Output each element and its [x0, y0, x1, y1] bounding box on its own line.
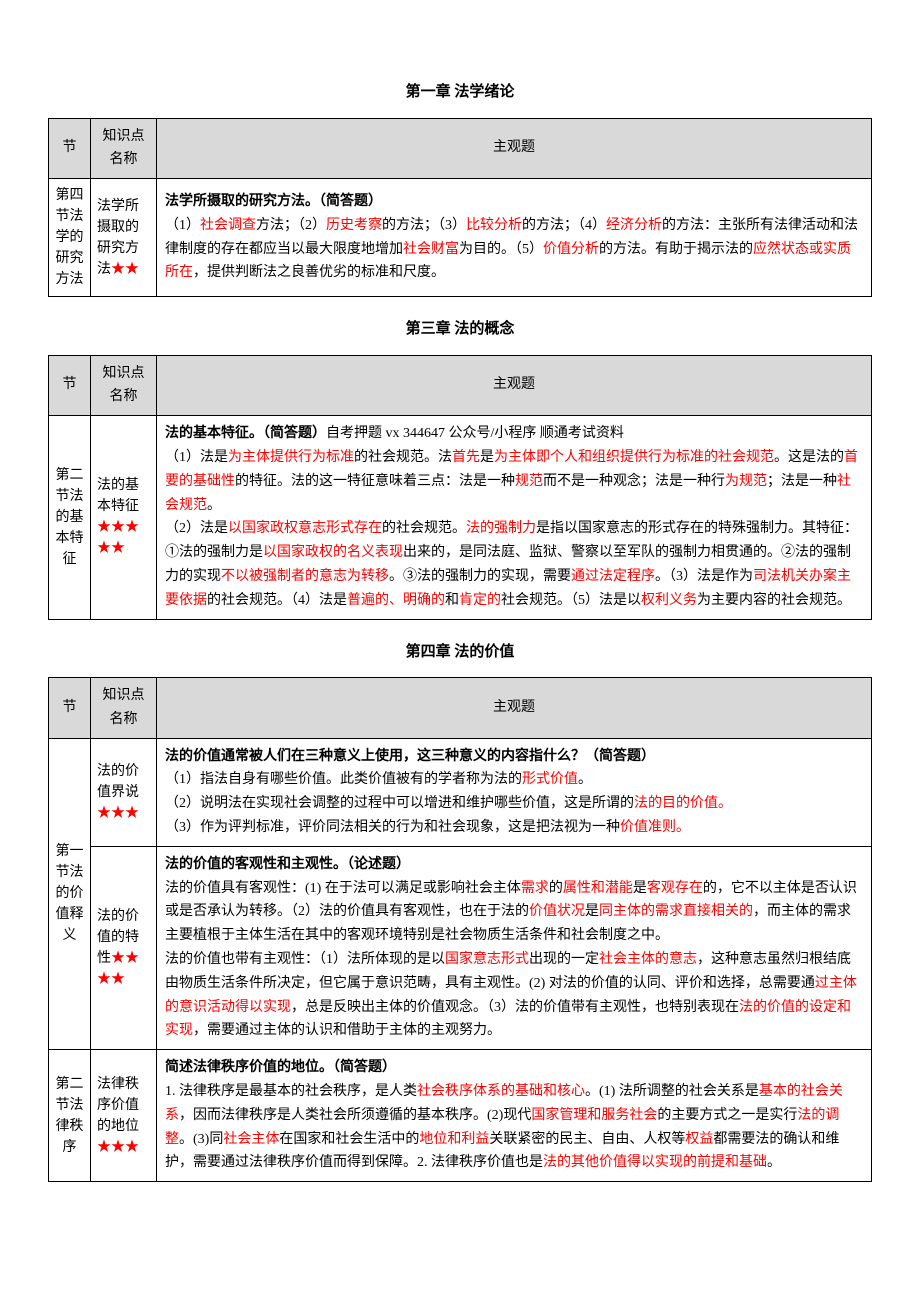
content-cell: 法的基本特征。（简答题）自考押题 vx 344647 公众号/小程序 顺通考试资…	[157, 416, 872, 619]
col-header-point: 知识点名称	[91, 678, 157, 739]
table-row: 第二节法的基本特征法的基本特征★★★★★法的基本特征。（简答题）自考押题 vx …	[49, 416, 872, 619]
content-table: 节知识点名称主观题第一节法的价值释义法的价值界说★★★法的价值通常被人们在三种意…	[48, 677, 872, 1182]
document-root: 第一章 法学绪论节知识点名称主观题第四节法学的研究方法法学所摄取的研究方法★★法…	[48, 80, 872, 1182]
content-table: 节知识点名称主观题第二节法的基本特征法的基本特征★★★★★法的基本特征。（简答题…	[48, 355, 872, 620]
col-header-content: 主观题	[157, 355, 872, 416]
col-header-section: 节	[49, 118, 91, 179]
section-cell: 第四节法学的研究方法	[49, 179, 91, 297]
knowledge-point-cell: 法的价值的特性★★★★	[91, 846, 157, 1049]
star-rating: ★★	[111, 262, 139, 277]
content-cell: 简述法律秩序价值的地位。（简答题）1. 法律秩序是最基本的社会秩序，是人类社会秩…	[157, 1050, 872, 1182]
knowledge-point-cell: 法的价值界说★★★	[91, 738, 157, 846]
col-header-point: 知识点名称	[91, 118, 157, 179]
table-row: 第二节法律秩序法律秩序价值的地位★★★简述法律秩序价值的地位。（简答题）1. 法…	[49, 1050, 872, 1182]
knowledge-point-cell: 法学所摄取的研究方法★★	[91, 179, 157, 297]
section-cell: 第二节法的基本特征	[49, 416, 91, 619]
star-rating: ★★★	[97, 1140, 139, 1155]
knowledge-point-cell: 法的基本特征★★★★★	[91, 416, 157, 619]
chapter-title: 第四章 法的价值	[48, 640, 872, 666]
table-row: 法的价值的特性★★★★法的价值的客观性和主观性。（论述题）法的价值具有客观性：(…	[49, 846, 872, 1049]
star-rating: ★★★	[97, 806, 139, 821]
col-header-content: 主观题	[157, 678, 872, 739]
table-row: 第四节法学的研究方法法学所摄取的研究方法★★法学所摄取的研究方法。（简答题）（1…	[49, 179, 872, 297]
star-rating: ★★★★★	[97, 520, 139, 556]
content-cell: 法的价值通常被人们在三种意义上使用，这三种意义的内容指什么？（简答题）（1）指法…	[157, 738, 872, 846]
chapter-title: 第三章 法的概念	[48, 317, 872, 343]
col-header-section: 节	[49, 678, 91, 739]
section-cell: 第一节法的价值释义	[49, 738, 91, 1050]
chapter-title: 第一章 法学绪论	[48, 80, 872, 106]
section-cell: 第二节法律秩序	[49, 1050, 91, 1182]
col-header-content: 主观题	[157, 118, 872, 179]
content-cell: 法的价值的客观性和主观性。（论述题）法的价值具有客观性：(1) 在于法可以满足或…	[157, 846, 872, 1049]
content-table: 节知识点名称主观题第四节法学的研究方法法学所摄取的研究方法★★法学所摄取的研究方…	[48, 118, 872, 298]
knowledge-point-cell: 法律秩序价值的地位★★★	[91, 1050, 157, 1182]
table-row: 第一节法的价值释义法的价值界说★★★法的价值通常被人们在三种意义上使用，这三种意…	[49, 738, 872, 846]
col-header-section: 节	[49, 355, 91, 416]
col-header-point: 知识点名称	[91, 355, 157, 416]
content-cell: 法学所摄取的研究方法。（简答题）（1）社会调查方法；（2）历史考察的方法；（3）…	[157, 179, 872, 297]
